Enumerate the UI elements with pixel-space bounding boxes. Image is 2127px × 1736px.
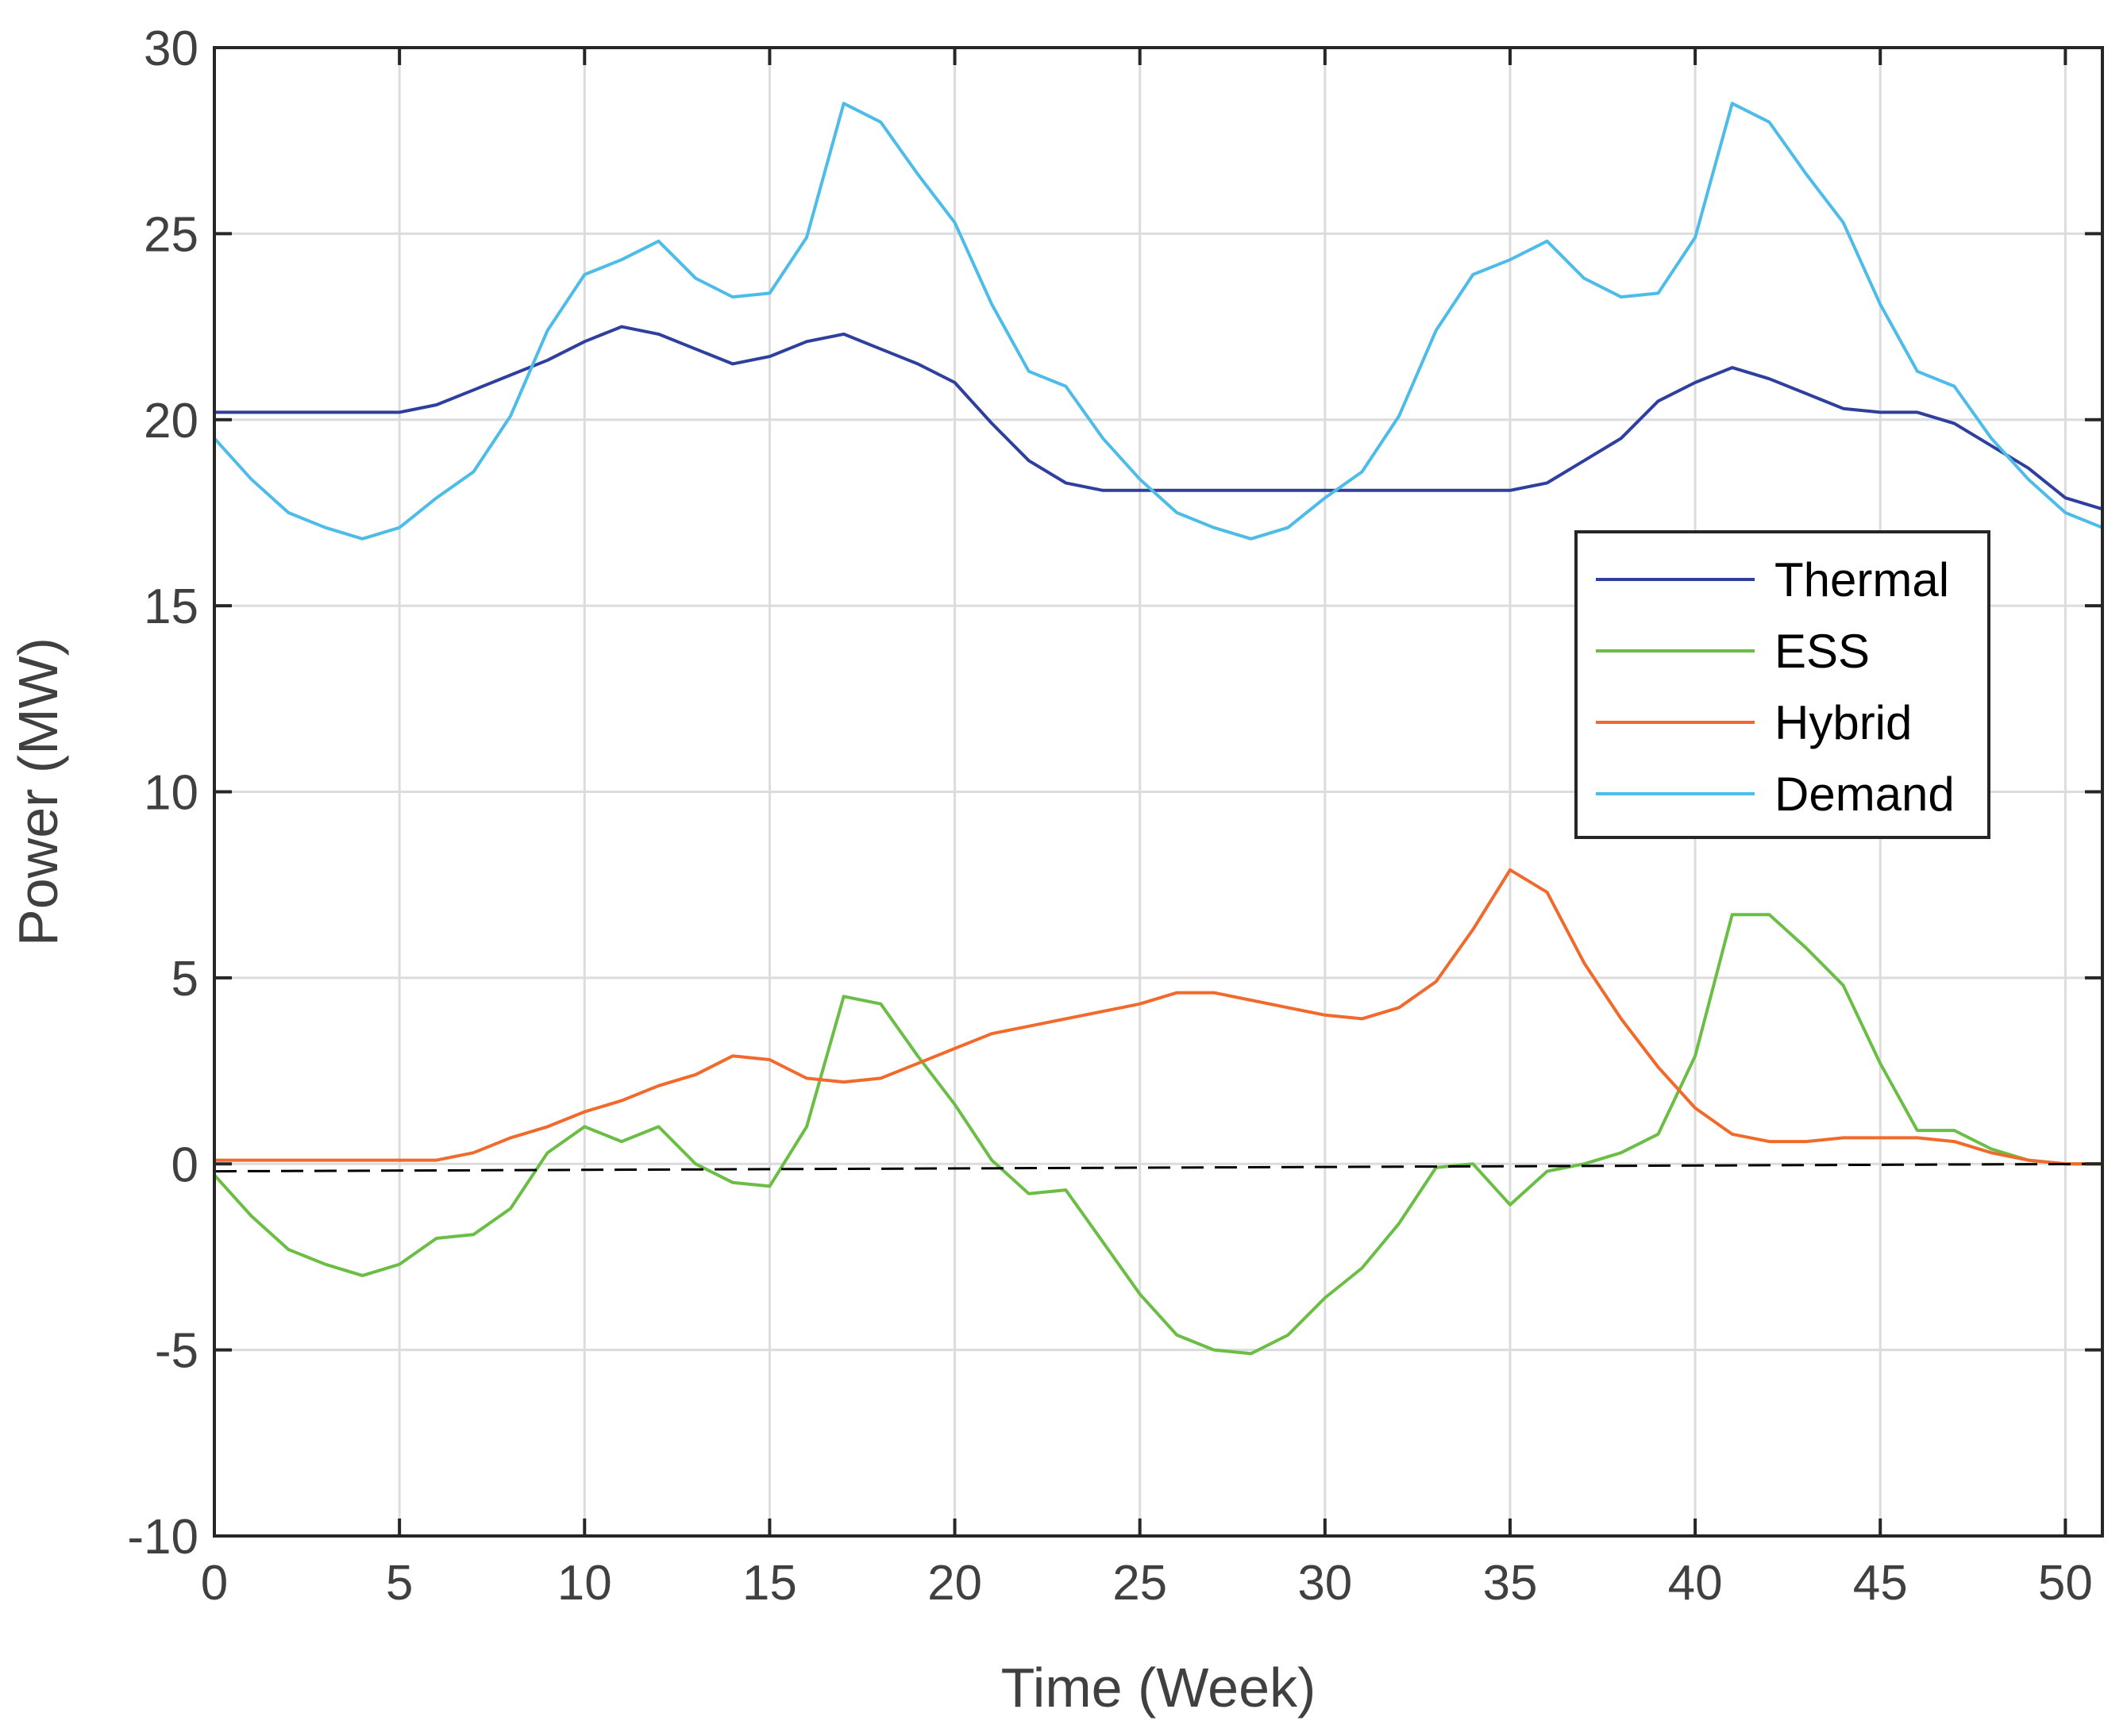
legend-label-ess: ESS <box>1774 625 1870 678</box>
legend-box <box>1574 530 1990 839</box>
x-tick-label: 0 <box>201 1556 228 1611</box>
x-tick-label: 5 <box>386 1556 413 1611</box>
x-tick-label: 15 <box>742 1556 797 1611</box>
x-tick-label: 35 <box>1482 1556 1537 1611</box>
x-tick-label: 50 <box>2038 1556 2093 1611</box>
y-tick-label: -5 <box>155 1324 198 1379</box>
y-tick-label: 15 <box>144 579 198 634</box>
y-tick-label: 5 <box>171 952 198 1007</box>
legend-label-hybrid: Hybrid <box>1774 696 1912 749</box>
x-tick-label: 25 <box>1112 1556 1167 1611</box>
y-tick-label: 20 <box>144 394 198 448</box>
x-tick-label: 30 <box>1297 1556 1352 1611</box>
series-line-thermal <box>214 325 2103 511</box>
x-tick-label: 40 <box>1668 1556 1723 1611</box>
y-tick-label: -10 <box>127 1510 198 1565</box>
series-line-ess <box>213 913 2102 1356</box>
y-tick-label: 25 <box>144 207 198 262</box>
tick-labels: 0 5 10 15 20 25 30 35 40 45 50 -10 -5 0 5 10 15 20 25 30 <box>127 21 2092 1611</box>
x-axis-label: Time (Week) <box>1001 1657 1316 1719</box>
y-tick-label: 0 <box>171 1137 198 1192</box>
y-tick-label: 30 <box>144 21 198 76</box>
series-line-baseline <box>214 1162 2103 1173</box>
y-tick-label: 10 <box>144 766 198 821</box>
series-layer <box>213 102 2103 1356</box>
series-line-hybrid <box>214 868 2102 1166</box>
legend-label-thermal: Thermal <box>1774 553 1949 606</box>
x-tick-label: 20 <box>927 1556 982 1611</box>
x-tick-label: 10 <box>557 1556 612 1611</box>
y-axis-label: Power (MW) <box>7 637 69 946</box>
legend-label-demand: Demand <box>1774 768 1955 821</box>
x-tick-label: 45 <box>1853 1556 1908 1611</box>
axis-ticks <box>213 46 2102 1538</box>
series-line-demand <box>213 102 2103 541</box>
legend: Thermal ESS Hybrid Demand <box>1574 530 1990 839</box>
